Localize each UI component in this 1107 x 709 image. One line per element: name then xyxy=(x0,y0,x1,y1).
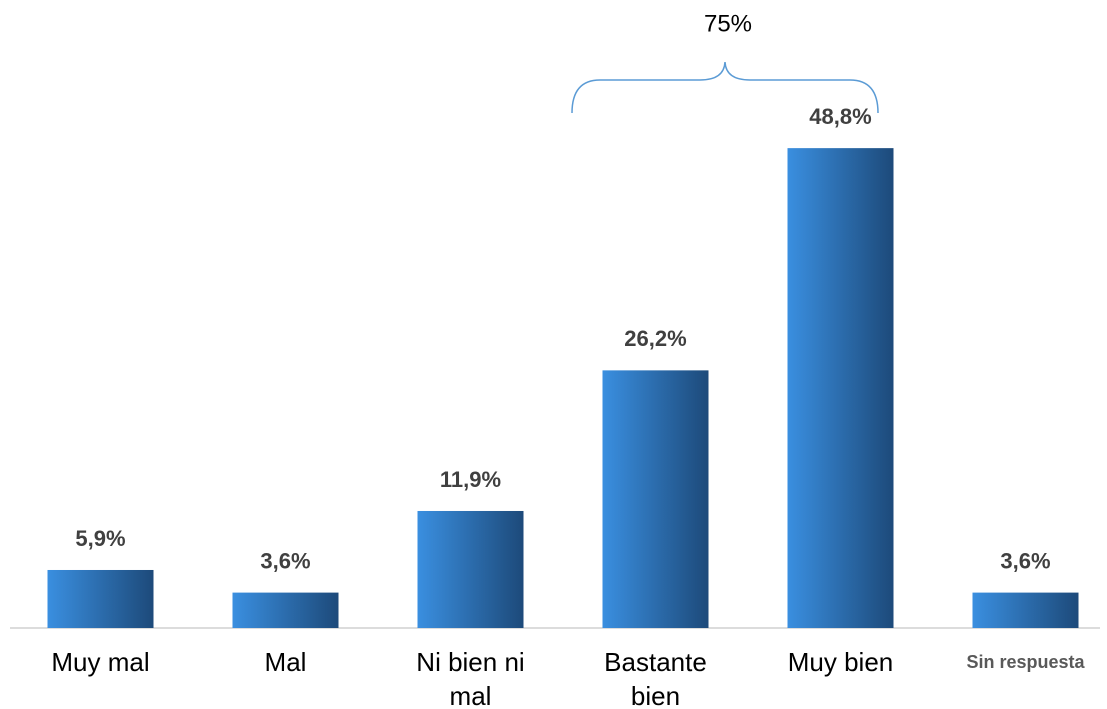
x-tick-label: Muy bien xyxy=(787,647,894,677)
bar xyxy=(972,592,1079,628)
bar xyxy=(417,510,524,628)
x-tick-label: Bastante bien xyxy=(604,647,707,709)
value-label: 48,8% xyxy=(809,104,871,129)
bar xyxy=(602,370,709,628)
x-tick-label: Mal xyxy=(264,647,307,677)
x-tick-label: Ni bien ni mal xyxy=(416,647,525,709)
bracket xyxy=(571,61,879,114)
value-label: 11,9% xyxy=(440,467,501,492)
bar xyxy=(47,569,154,628)
value-label: 3,6% xyxy=(1000,548,1050,573)
bracket-label: 75% xyxy=(704,10,752,37)
bar xyxy=(232,592,339,628)
value-label: 26,2% xyxy=(624,326,686,351)
value-label: 5,9% xyxy=(75,526,125,551)
value-label: 3,6% xyxy=(260,548,310,573)
x-tick-label: Sin respuesta xyxy=(966,652,1085,672)
bar xyxy=(787,148,894,628)
x-tick-label: Muy mal xyxy=(51,647,150,677)
